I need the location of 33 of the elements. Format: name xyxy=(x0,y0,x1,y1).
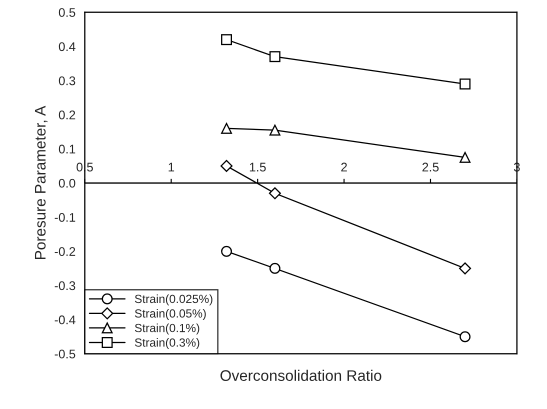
y-tick-label: 0.1 xyxy=(58,144,76,154)
x-tick-label: 2 xyxy=(341,162,347,172)
y-tick-label: 0.3 xyxy=(58,76,76,86)
legend-label: Strain(0.025%) xyxy=(134,294,212,306)
point xyxy=(221,122,232,134)
legend-label: Strain(0.3%) xyxy=(134,338,200,350)
x-tick-label: 1.5 xyxy=(250,162,266,172)
y-tick-label: -0.4 xyxy=(54,315,76,324)
y-tick-label: -0.3 xyxy=(54,281,76,290)
x-tick-label: 1 xyxy=(168,162,174,172)
legend-label: Strain(0.1%) xyxy=(134,324,200,335)
point xyxy=(269,124,280,136)
point xyxy=(269,262,280,274)
y-tick-label: 0.0 xyxy=(58,178,76,188)
point xyxy=(220,160,233,172)
point xyxy=(460,152,471,163)
y-tick-label: -0.2 xyxy=(54,247,76,256)
point xyxy=(460,331,471,342)
y-axis-title: Poresure Parameter, A xyxy=(34,106,48,260)
point xyxy=(269,51,280,62)
point xyxy=(459,262,472,274)
point xyxy=(221,34,232,46)
x-tick-label: 2.5 xyxy=(422,162,439,172)
point xyxy=(268,187,281,200)
point xyxy=(221,246,232,257)
x-axis-title: Overconsolidation Ratio xyxy=(220,370,382,381)
y-tick-label: 0.5 xyxy=(58,8,76,17)
legend-label: Strain(0.05%) xyxy=(134,308,206,320)
point xyxy=(460,78,471,90)
y-tick-label: 0.2 xyxy=(58,110,76,120)
y-tick-label: 0.4 xyxy=(58,42,76,52)
y-tick-label: -0.5 xyxy=(54,350,76,358)
y-tick-label: -0.1 xyxy=(54,212,76,222)
